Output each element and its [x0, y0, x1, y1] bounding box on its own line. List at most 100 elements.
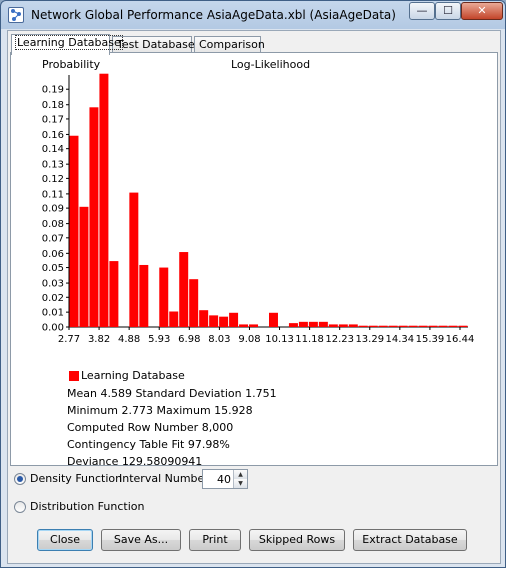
x-tick-label: 16.44	[446, 334, 475, 345]
network-app-icon	[8, 7, 24, 23]
extract-database-button[interactable]: Extract Database	[353, 529, 467, 551]
legend-swatch	[69, 371, 79, 381]
x-tick-label: 14.34	[386, 334, 415, 345]
histogram-bar	[189, 279, 199, 327]
y-tick-label: 0.16	[42, 130, 64, 141]
histogram-bar	[358, 325, 368, 327]
save-as-button[interactable]: Save As...	[101, 529, 181, 551]
distribution-function-label: Distribution Function	[30, 500, 145, 513]
spinner-buttons: ▲ ▼	[233, 470, 247, 488]
histogram-bar	[388, 325, 398, 327]
histogram-bar	[199, 310, 209, 327]
x-tick-label: 6.98	[178, 334, 200, 345]
histogram-bar	[378, 325, 388, 327]
spinner-up-arrow-icon[interactable]: ▲	[234, 470, 247, 479]
stat-mean-sd: Mean 4.589 Standard Deviation 1.751	[67, 387, 277, 400]
histogram-bar	[139, 264, 149, 327]
histogram-bar	[129, 192, 139, 327]
x-tick-label: 3.82	[88, 334, 110, 345]
minimize-button[interactable]: —	[409, 2, 435, 20]
histogram-chart: 0.00 0.01 0.02 0.03 0.05 0.06 0.07 0.08 0.09 0.11…	[42, 73, 475, 345]
interval-number-value[interactable]: 40	[217, 473, 231, 486]
y-tick-label: 0.18	[42, 100, 64, 111]
density-function-radio[interactable]	[14, 473, 26, 485]
tab-comparison[interactable]: Comparison	[194, 36, 265, 54]
dialog-body: Learning Database Test Database Comparis…	[7, 30, 501, 564]
y-tick-label: 0.08	[42, 219, 64, 230]
spinner-down-arrow-icon[interactable]: ▼	[234, 479, 247, 488]
histogram-bar	[229, 312, 239, 327]
maximize-button[interactable]: ☐	[435, 2, 461, 20]
y-tick-label: 0.07	[42, 233, 64, 244]
histogram-bar	[418, 325, 428, 327]
x-tick-label: 13.29	[355, 334, 384, 345]
stat-min-max: Minimum 2.773 Maximum 15.928	[67, 404, 253, 417]
y-axis-label: Probability	[42, 58, 101, 71]
histogram-bar	[99, 73, 109, 327]
histogram-bar	[79, 206, 89, 327]
histogram-bar	[448, 325, 458, 327]
x-tick-label: 15.39	[416, 334, 445, 345]
stat-deviance: Deviance 129.58090941	[67, 455, 203, 468]
x-tick-label: 4.88	[118, 334, 140, 345]
x-tick-label: 8.03	[208, 334, 230, 345]
stat-row-number: Computed Row Number 8,000	[67, 421, 234, 434]
y-tick-label: 0.01	[42, 308, 64, 319]
histogram-bar	[298, 321, 308, 327]
x-tick-label: 5.93	[148, 334, 170, 345]
y-tick-label: 0.02	[42, 293, 64, 304]
histogram-bar	[338, 324, 348, 327]
close-window-button[interactable]: ✕	[461, 2, 503, 20]
y-tick-label: 0.13	[42, 160, 64, 171]
histogram-bar	[69, 135, 79, 327]
tab-test-database[interactable]: Test Database	[112, 36, 195, 54]
histogram-bar	[368, 325, 378, 327]
y-tick-label: 0.14	[42, 144, 64, 155]
y-tick-label: 0.11	[42, 189, 64, 200]
histogram-bar	[239, 324, 249, 327]
y-tick-label: 0.12	[42, 174, 64, 185]
y-tick-label: 0.06	[42, 249, 64, 260]
tab-learning-database[interactable]: Learning Database	[11, 34, 123, 55]
histogram-bar	[169, 311, 179, 327]
density-function-label: Density Function	[30, 472, 123, 485]
histogram-bar	[269, 312, 278, 327]
x-tick-label: 11.18	[295, 334, 324, 345]
histogram-bar	[109, 261, 119, 327]
histogram-bar	[348, 324, 358, 327]
y-tick-label: 0.05	[42, 263, 64, 274]
x-tick-label: 12.23	[325, 334, 354, 345]
interval-number-label: Interval Number	[119, 472, 209, 485]
histogram-bar	[318, 321, 328, 327]
title-bar[interactable]: Network Global Performance AsiaAgeData.x…	[1, 1, 505, 29]
histogram-bar	[398, 325, 408, 327]
y-tick-label: 0.09	[42, 204, 64, 215]
histogram-bar	[249, 324, 259, 327]
histogram-bar	[209, 315, 219, 327]
tab-label: Learning Database	[15, 35, 123, 50]
histogram-bar	[428, 325, 438, 327]
chart-title: Log-Likelihood	[231, 58, 311, 71]
y-tick-label: 0.17	[42, 114, 64, 125]
x-tick-label: 9.08	[238, 334, 260, 345]
y-tick-label: 0.03	[42, 279, 64, 290]
legend-label: Learning Database	[81, 369, 185, 382]
skipped-rows-button[interactable]: Skipped Rows	[249, 529, 345, 551]
stat-table-fit: Contingency Table Fit 97.98%	[67, 438, 230, 451]
x-tick-label: 10.13	[265, 334, 294, 345]
close-button[interactable]: Close	[37, 529, 93, 551]
window-title: Network Global Performance AsiaAgeData.x…	[31, 8, 396, 22]
distribution-function-radio[interactable]	[14, 501, 26, 513]
histogram-bar	[458, 325, 468, 327]
print-button[interactable]: Print	[189, 529, 241, 551]
histogram-bar	[219, 316, 229, 327]
y-tick-label: 0.19	[42, 85, 64, 96]
histogram-bar	[328, 324, 338, 327]
histogram-bar	[408, 325, 418, 327]
histogram-bar	[179, 252, 189, 327]
interval-number-spinner[interactable]: 40 ▲ ▼	[202, 469, 248, 489]
y-tick-label: 0.00	[42, 323, 64, 334]
chart-panel: Probability Log-Likelihood 0.00 0.01 0.02 0…	[10, 52, 498, 468]
x-tick-label: 2.77	[58, 334, 80, 345]
